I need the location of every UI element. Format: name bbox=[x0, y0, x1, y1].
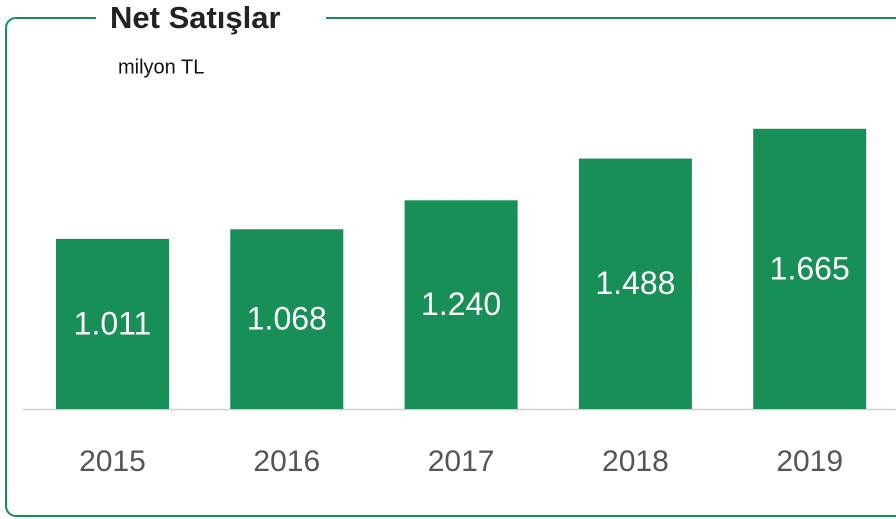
frame bbox=[5, 17, 896, 517]
x-tick-label: 2019 bbox=[776, 445, 843, 478]
value-label: 1.665 bbox=[770, 250, 850, 286]
value-label: 1.068 bbox=[247, 301, 327, 337]
bar bbox=[578, 158, 692, 409]
value-label: 1.240 bbox=[421, 286, 501, 322]
x-tick-label: 2018 bbox=[602, 445, 669, 478]
value-label: 1.488 bbox=[595, 265, 675, 301]
bar bbox=[230, 229, 344, 409]
chart-title: Net Satışlar bbox=[110, 0, 281, 35]
x-tick-label: 2016 bbox=[253, 445, 320, 478]
title-backdrop bbox=[96, 0, 326, 40]
value-label: 1.011 bbox=[74, 305, 152, 341]
bar bbox=[404, 200, 518, 409]
bar bbox=[56, 238, 169, 409]
x-tick-label: 2017 bbox=[428, 445, 495, 478]
x-tick-label: 2015 bbox=[79, 445, 146, 478]
chart-subtitle: milyon TL bbox=[118, 56, 204, 78]
bar bbox=[753, 128, 867, 409]
